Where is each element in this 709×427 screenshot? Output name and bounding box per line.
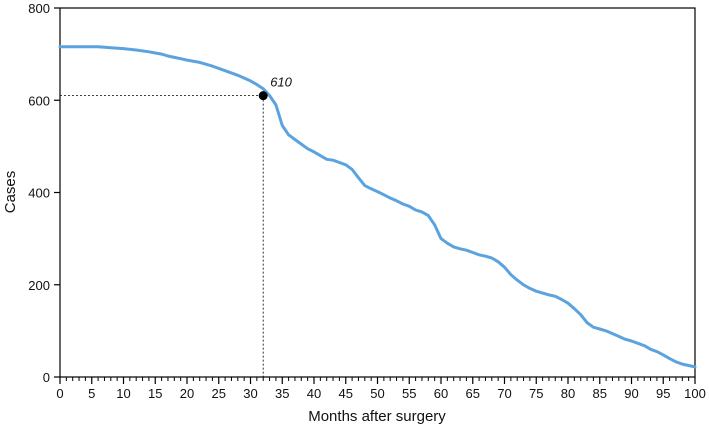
x-tick-label: 0 (56, 386, 63, 401)
guide-lines (60, 95, 264, 377)
y-tick-label: 400 (28, 186, 50, 201)
x-tick-label: 35 (275, 386, 289, 401)
y-tick-label: 800 (28, 1, 50, 16)
x-tick-label: 70 (497, 386, 511, 401)
y-tick-label: 600 (28, 93, 50, 108)
x-tick-label: 20 (180, 386, 194, 401)
x-tick-label: 100 (684, 386, 706, 401)
x-tick-label: 85 (593, 386, 607, 401)
x-tick-label: 60 (434, 386, 448, 401)
y-axis-title: Cases (2, 171, 19, 214)
x-axis-title: Months after surgery (308, 408, 446, 425)
x-tick-label: 40 (307, 386, 321, 401)
y-tick-label: 0 (43, 370, 50, 385)
x-tick-label: 65 (466, 386, 480, 401)
x-tick-label: 75 (529, 386, 543, 401)
minor-ticks (65, 377, 690, 381)
x-tick-label: 30 (243, 386, 257, 401)
y-tick-label: 200 (28, 278, 50, 293)
highlight-point (258, 91, 268, 101)
x-tick-label: 55 (402, 386, 416, 401)
x-tick-label: 10 (116, 386, 130, 401)
survival-curve (58, 45, 697, 369)
highlight-label: 610 (270, 75, 292, 90)
x-tick-label: 15 (148, 386, 162, 401)
x-tick-label: 95 (656, 386, 670, 401)
x-tick-label: 5 (88, 386, 95, 401)
x-tick-label: 90 (624, 386, 638, 401)
x-tick-label: 25 (212, 386, 226, 401)
y-axis-ticks: 0 200 400 600 800 (28, 1, 60, 385)
x-tick-label: 45 (339, 386, 353, 401)
x-tick-label: 80 (561, 386, 575, 401)
x-tick-label: 50 (370, 386, 384, 401)
x-axis-ticks: 0 5 10 15 20 25 30 35 40 45 50 55 60 65 70 75 80 85 90 95 10… (56, 377, 706, 401)
